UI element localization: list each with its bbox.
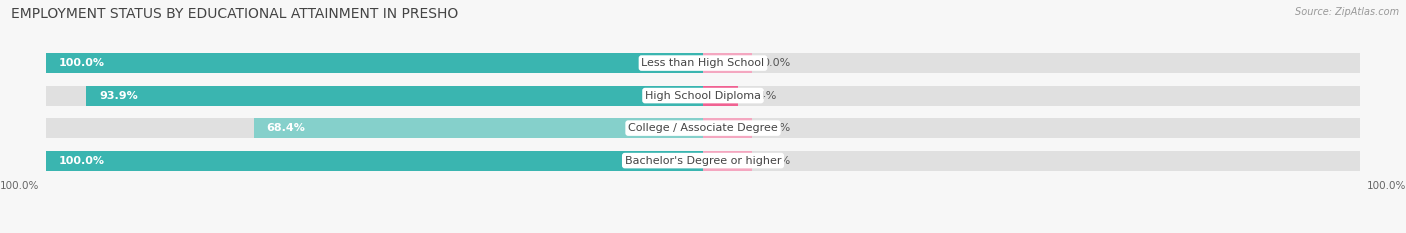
Bar [46, 86, 703, 106]
Text: 0.0%: 0.0% [762, 156, 790, 166]
Text: 93.9%: 93.9% [100, 91, 138, 101]
Text: 0.0%: 0.0% [762, 58, 790, 68]
Bar [46, 53, 703, 73]
Text: 100.0%: 100.0% [59, 156, 105, 166]
Text: High School Diploma: High School Diploma [645, 91, 761, 101]
Text: College / Associate Degree: College / Associate Degree [628, 123, 778, 133]
Bar [703, 86, 1360, 106]
Bar [703, 151, 1360, 171]
Bar [703, 53, 752, 73]
Text: 100.0%: 100.0% [1367, 181, 1406, 191]
Text: 100.0%: 100.0% [0, 181, 39, 191]
Text: 0.0%: 0.0% [762, 123, 790, 133]
Bar [46, 151, 703, 171]
Bar [703, 53, 1360, 73]
Bar [703, 118, 1360, 138]
Bar [703, 118, 752, 138]
Text: Bachelor's Degree or higher: Bachelor's Degree or higher [624, 156, 782, 166]
Text: 68.4%: 68.4% [267, 123, 305, 133]
Text: EMPLOYMENT STATUS BY EDUCATIONAL ATTAINMENT IN PRESHO: EMPLOYMENT STATUS BY EDUCATIONAL ATTAINM… [11, 7, 458, 21]
Bar [86, 86, 703, 106]
Text: Source: ZipAtlas.com: Source: ZipAtlas.com [1295, 7, 1399, 17]
Text: 100.0%: 100.0% [59, 58, 105, 68]
Bar [46, 151, 703, 171]
Bar [253, 118, 703, 138]
Bar [703, 86, 738, 106]
Bar [703, 151, 752, 171]
Text: Less than High School: Less than High School [641, 58, 765, 68]
Bar [46, 118, 703, 138]
Bar [46, 53, 703, 73]
Text: 5.4%: 5.4% [748, 91, 776, 101]
